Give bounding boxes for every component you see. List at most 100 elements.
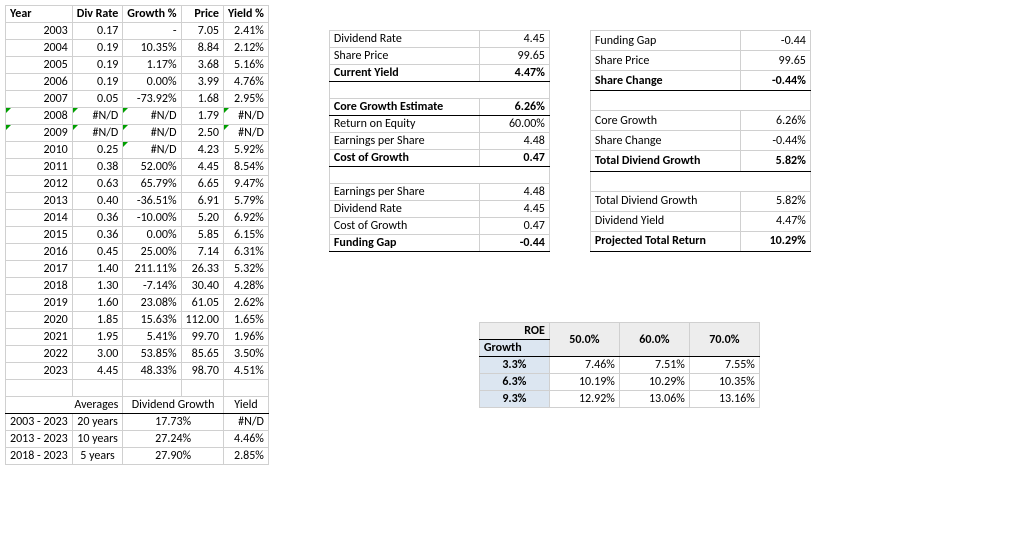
metric-value: -0.44% [740,131,810,151]
table-row: 20130.40-36.51%6.915.79% [6,193,269,210]
sens-cell: 7.46% [549,357,619,374]
cell: 0.63 [72,176,123,193]
cell: 1.17% [123,57,181,74]
cell: 2016 [6,244,73,261]
cell: 6.91 [181,193,223,210]
table-row: 20160.4525.00%7.146.31% [6,244,269,261]
cell: 6.92% [223,210,268,227]
metric-value: 4.47% [740,211,810,231]
metric-row: Projected Total Return10.29% [590,231,810,251]
cell: 0.05 [72,91,123,108]
metric-row: Cost of Growth0.47 [329,150,549,167]
sens-cell: 10.29% [619,374,689,391]
cell: 1.65% [223,312,268,329]
sens-cell: 12.92% [549,391,619,408]
sens-cell: 10.35% [689,374,759,391]
metric-value: 0.47 [479,218,549,235]
cell: 211.11% [123,261,181,278]
cell: 2007 [6,91,73,108]
cell: 2006 [6,74,73,91]
cell: 2020 [6,312,73,329]
cell: 15.63% [123,312,181,329]
metric-label: Cost of Growth [329,218,479,235]
sens-cell: 7.51% [619,357,689,374]
cell: 26.33 [181,261,223,278]
history-header: Growth % [123,6,181,23]
sens-cell: 13.06% [619,391,689,408]
cell: 5.16% [223,57,268,74]
metric-row: Dividend Rate4.45 [329,201,549,218]
metric-value: 6.26% [479,99,549,116]
cell: 2018 [6,278,73,295]
metric-value: 4.47% [479,65,549,82]
metric-label: Earnings per Share [329,133,479,150]
metric-row: Funding Gap-0.44 [590,31,810,51]
cell: 2004 [6,40,73,57]
metric-row: Core Growth6.26% [590,111,810,131]
table-row: 20191.6023.08%61.052.62% [6,295,269,312]
table-row: 20070.05-73.92%1.682.95% [6,91,269,108]
history-header: Div Rate [72,6,123,23]
metric-row: Earnings per Share4.48 [329,133,549,150]
cell: 0.38 [72,159,123,176]
sens-row: 9.3%12.92%13.06%13.16% [479,391,759,408]
metric-row [329,82,549,99]
cell: 7.14 [181,244,223,261]
metric-value: -0.44 [740,31,810,51]
cell: 8.84 [181,40,223,57]
cell: 25.00% [123,244,181,261]
metric-value: 4.48 [479,184,549,201]
sens-col-header: 60.0% [619,323,689,357]
metric-row: Return on Equity60.00% [329,116,549,133]
cell: 1.68 [181,91,223,108]
metric-row: Dividend Rate4.45 [329,31,549,48]
cell: 2021 [6,329,73,346]
metric-label: Share Change [590,131,740,151]
table-row: 20030.17-7.052.41% [6,23,269,40]
cell: 1.95 [72,329,123,346]
cell: 1.96% [223,329,268,346]
cell: 10.35% [123,40,181,57]
metric-value: 4.45 [479,31,549,48]
metric-row: Earnings per Share4.48 [329,184,549,201]
cell: 2009 [6,125,73,142]
metric-row [590,171,810,191]
metric-label: Return on Equity [329,116,479,133]
metric-label: Dividend Yield [590,211,740,231]
metric-value: 4.48 [479,133,549,150]
cell: 30.40 [181,278,223,295]
cell: #N/D [72,125,123,142]
metric-value: 5.82% [740,151,810,171]
metric-row [329,167,549,184]
cell: 0.00% [123,74,181,91]
cell: 4.23 [181,142,223,159]
cell: 3.00 [72,346,123,363]
cell: 7.05 [181,23,223,40]
cell: 65.79% [123,176,181,193]
metric-value: 99.65 [479,48,549,65]
sens-cell: 10.19% [549,374,619,391]
table-row: 20234.4548.33%98.704.51% [6,363,269,380]
cell: 6.31% [223,244,268,261]
metric-label: Funding Gap [590,31,740,51]
cell: 2003 [6,23,73,40]
cell: 0.36 [72,210,123,227]
sens-col-header: 70.0% [689,323,759,357]
dividend-growth-header: Dividend Growth [123,397,224,414]
table-row: 20050.191.17%3.685.16% [6,57,269,74]
cell: -7.14% [123,278,181,295]
table-row: 20211.955.41%99.701.96% [6,329,269,346]
cell: 99.70 [181,329,223,346]
yield-header: Yield [223,397,268,414]
cell: 1.40 [72,261,123,278]
cell: 5.32% [223,261,268,278]
cell: 5.85 [181,227,223,244]
sens-corner-roe: ROE [479,323,549,340]
cell: 0.00% [123,227,181,244]
cell: 6.15% [223,227,268,244]
cell: 2014 [6,210,73,227]
metric-value: 0.47 [479,150,549,167]
cell: 2011 [6,159,73,176]
metric-row: Funding Gap-0.44 [329,235,549,252]
table-row: 2008#N/D#N/D1.79#N/D [6,108,269,125]
